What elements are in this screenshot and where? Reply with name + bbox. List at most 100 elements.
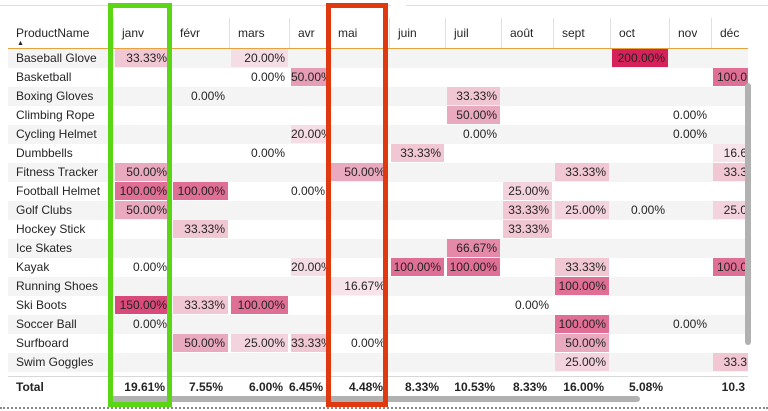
value-cell[interactable]: 100.0 — [713, 258, 748, 276]
top-divider — [406, 0, 768, 6]
value-cell[interactable]: 50.00% — [173, 334, 228, 352]
value-cell[interactable]: 20.00% — [291, 125, 328, 143]
value-cell[interactable]: 33.33% — [115, 49, 170, 67]
vertical-scrollbar[interactable] — [745, 83, 751, 345]
value-cell[interactable]: 100.00% — [173, 182, 228, 200]
value-cell[interactable]: 33.33% — [291, 334, 328, 352]
value-cell[interactable]: 20.00% — [231, 49, 288, 67]
value-cell[interactable]: 20.00% — [291, 258, 328, 276]
table-row[interactable]: Hockey Stick 33.33% 33.33% — [8, 220, 748, 239]
table-row[interactable]: Swim Goggles 25.00% 33.3 — [8, 353, 748, 372]
column-header-month[interactable]: janv — [113, 18, 171, 48]
value-cell[interactable]: 16.67% — [331, 277, 388, 295]
table-row[interactable]: Boxing Gloves 0.00% 33.33% — [8, 87, 748, 106]
column-header-month[interactable]: juil — [445, 18, 501, 48]
column-header-month[interactable]: avr — [289, 18, 329, 48]
value-cell[interactable]: 16.6 — [713, 144, 748, 162]
column-header-label: ProductName — [16, 26, 90, 40]
value-cell[interactable]: 25.00% — [503, 182, 552, 200]
value-cell[interactable]: 0.00% — [514, 298, 549, 312]
value-cell[interactable]: 0.00% — [132, 260, 167, 274]
value-cell[interactable]: 25.00% — [555, 353, 609, 371]
value-cell[interactable]: 50.00% — [115, 201, 170, 219]
value-cell[interactable]: 50.00% — [115, 163, 170, 181]
value-cell[interactable]: 0.00% — [132, 317, 167, 331]
total-label: Total — [16, 380, 44, 394]
value-cell[interactable]: 50.00% — [447, 106, 500, 124]
column-header-label: sept — [562, 26, 585, 40]
value-cell[interactable]: 0.00% — [250, 146, 285, 160]
total-cell: 16.00% — [563, 380, 604, 394]
table-row[interactable]: Climbing Rope 50.00% 0.00% — [8, 106, 748, 125]
total-cell: 8.33% — [512, 380, 547, 394]
value-cell[interactable]: 150.00% — [115, 296, 170, 314]
column-header-month[interactable]: oct — [610, 18, 669, 48]
value-cell[interactable]: 33.33% — [173, 296, 228, 314]
column-header-productname[interactable]: ProductName — [8, 18, 113, 48]
value-cell[interactable]: 100.00% — [555, 315, 609, 333]
column-header-label: avr — [298, 26, 315, 40]
value-cell[interactable]: 100.00% — [447, 258, 500, 276]
value-cell[interactable]: 25.00% — [555, 201, 609, 219]
column-header-label: mars — [238, 26, 265, 40]
value-cell[interactable]: 50.00% — [291, 68, 328, 86]
total-cell: 5.08% — [628, 380, 663, 394]
table-row[interactable]: Soccer Ball 0.00% 100.00% 0.00% — [8, 315, 748, 334]
value-cell[interactable]: 0.00% — [672, 108, 707, 122]
value-cell[interactable]: 33.33% — [447, 87, 500, 105]
value-cell[interactable]: 33.33% — [173, 220, 228, 238]
table-row[interactable]: Kayak 0.00% 20.00% 100.00% 100.00% 33.33% 100.… — [8, 258, 748, 277]
table-row[interactable]: Basketball 0.00% 50.00% 100.0 — [8, 68, 748, 87]
value-cell[interactable]: 33.33% — [555, 163, 609, 181]
value-cell[interactable]: 100.00% — [115, 182, 170, 200]
value-cell[interactable]: 33.33% — [503, 201, 552, 219]
value-cell[interactable]: 100.00% — [231, 296, 288, 314]
value-cell[interactable]: 0.00% — [190, 89, 225, 103]
column-header-month[interactable]: juin — [389, 18, 445, 48]
column-header-row: ProductName ▲ janv févr mars avr mai juin juil… — [8, 18, 748, 49]
product-name: Ice Skates — [16, 241, 73, 255]
column-header-month[interactable]: août — [501, 18, 553, 48]
product-name: Dumbbells — [16, 146, 73, 160]
value-cell[interactable]: 100.0 — [713, 68, 748, 86]
column-header-month[interactable]: mars — [229, 18, 289, 48]
table-row[interactable]: Football Helmet 100.00% 100.00% 0.00% 25.00% — [8, 182, 748, 201]
table-row[interactable]: Ski Boots 150.00% 33.33% 100.00% 0.00% — [8, 296, 748, 315]
value-cell[interactable]: 0.00% — [462, 127, 497, 141]
column-header-month[interactable]: déc — [711, 18, 748, 48]
value-cell[interactable]: 33.33% — [503, 220, 552, 238]
table-row[interactable]: Golf Clubs 50.00% 33.33% 25.00% 0.00% 25.0 — [8, 201, 748, 220]
column-header-month[interactable]: sept — [553, 18, 610, 48]
value-cell[interactable]: 0.00% — [350, 336, 385, 350]
value-cell[interactable]: 0.00% — [672, 317, 707, 331]
value-cell[interactable]: 0.00% — [291, 184, 326, 198]
horizontal-scrollbar[interactable] — [110, 396, 640, 402]
table-row[interactable]: Dumbbells 0.00% 33.33% 16.6 — [8, 144, 748, 163]
value-cell[interactable]: 33.3 — [713, 163, 748, 181]
value-cell[interactable]: 25.0 — [713, 201, 748, 219]
value-cell[interactable]: 33.3 — [713, 353, 748, 371]
table-row[interactable]: Ice Skates 66.67% — [8, 239, 748, 258]
value-cell[interactable]: 100.00% — [555, 277, 609, 295]
value-cell[interactable]: 33.33% — [555, 258, 609, 276]
table-row[interactable]: Surfboard 50.00% 25.00% 33.33% 0.00% 50.00% — [8, 334, 748, 353]
value-cell[interactable]: 50.00% — [331, 163, 388, 181]
product-name: Surfboard — [16, 336, 69, 350]
table-row[interactable]: Running Shoes 16.67% 100.00% — [8, 277, 748, 296]
table-row[interactable]: Baseball Glove 33.33% 20.00% 200.00% — [8, 49, 748, 68]
value-cell[interactable]: 25.00% — [231, 334, 288, 352]
value-cell[interactable]: 50.00% — [555, 334, 609, 352]
value-cell[interactable]: 33.33% — [391, 144, 444, 162]
value-cell[interactable]: 100.00% — [391, 258, 444, 276]
value-cell[interactable]: 66.67% — [447, 239, 500, 257]
table-row[interactable]: Fitness Tracker 50.00% 50.00% 33.33% 33.3 — [8, 163, 748, 182]
value-cell[interactable]: 0.00% — [250, 70, 285, 84]
column-header-month[interactable]: nov — [669, 18, 711, 48]
column-header-month[interactable]: févr — [171, 18, 229, 48]
product-name: Basketball — [16, 70, 72, 84]
table-row[interactable]: Cycling Helmet 20.00% 0.00% 0.00% — [8, 125, 748, 144]
sort-ascending-icon[interactable]: ▲ — [17, 40, 24, 47]
value-cell[interactable]: 200.00% — [612, 49, 668, 67]
value-cell[interactable]: 0.00% — [672, 127, 707, 141]
value-cell[interactable]: 0.00% — [630, 203, 665, 217]
